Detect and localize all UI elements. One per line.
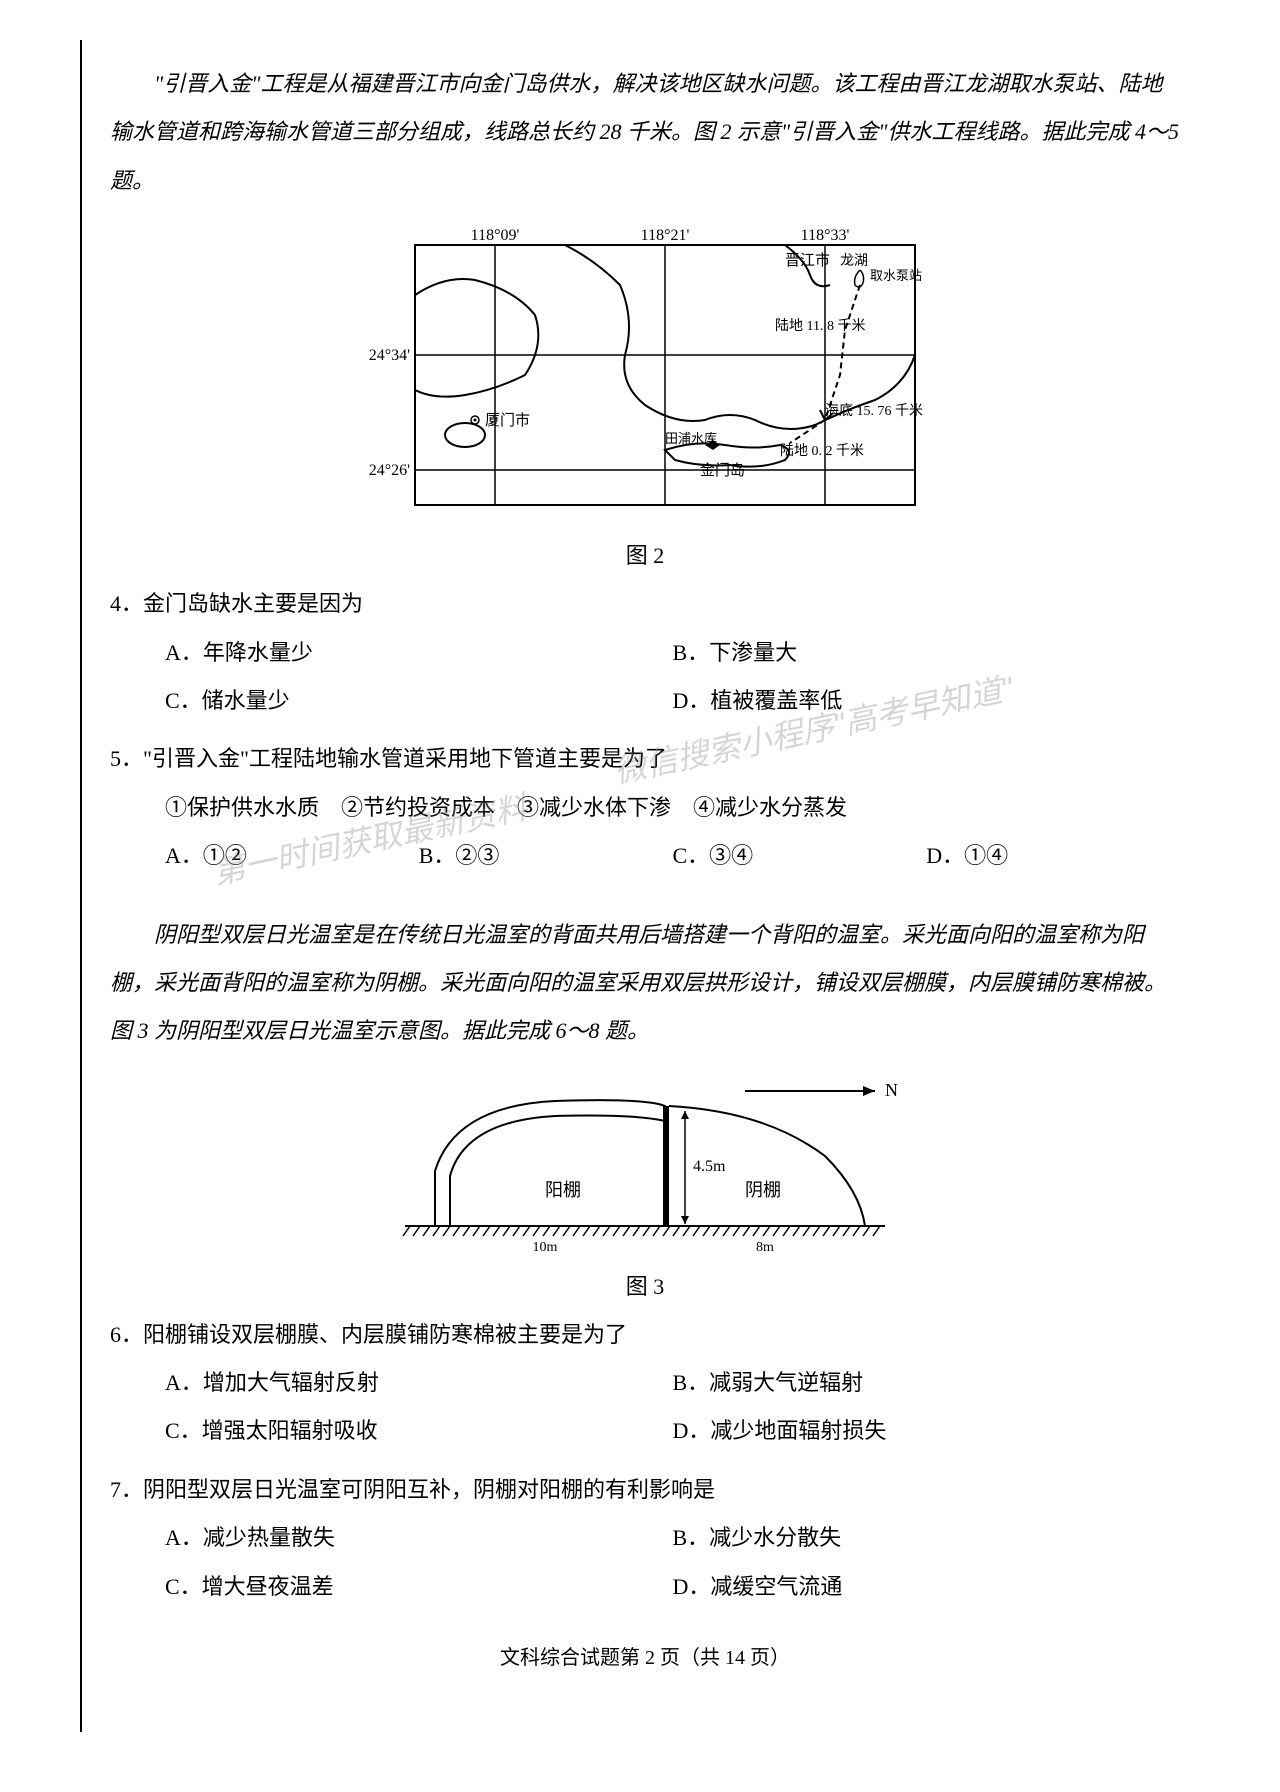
svg-text:24°26': 24°26' (369, 462, 410, 479)
map-caption: 图 2 (110, 538, 1180, 570)
svg-text:阴棚: 阴棚 (745, 1180, 781, 1200)
svg-text:24°34': 24°34' (369, 347, 410, 364)
svg-text:陆地 0. 2 千米: 陆地 0. 2 千米 (780, 443, 864, 459)
page-footer: 文科综合试题第 2 页（共 14 页） (110, 1641, 1180, 1670)
diagram-figure: N (110, 1076, 1180, 1301)
q5-optA: A．①② (165, 832, 419, 880)
q6-optD: D．减少地面辐射损失 (673, 1407, 1181, 1455)
svg-text:阳棚: 阳棚 (545, 1180, 581, 1200)
question-6: 6．阳棚铺设双层棚膜、内层膜铺防寒棉被主要是为了 A．增加大气辐射反射 B．减弱… (110, 1311, 1180, 1456)
q6-optA: A．增加大气辐射反射 (165, 1359, 673, 1407)
q6-optB: B．减弱大气逆辐射 (673, 1359, 1181, 1407)
diagram-svg: N (365, 1076, 925, 1256)
passage-1: "引晋入金"工程是从福建晋江市向金门岛供水，解决该地区缺水问题。该工程由晋江龙湖… (110, 60, 1180, 205)
q6-stem: 6．阳棚铺设双层棚膜、内层膜铺防寒棉被主要是为了 (110, 1311, 1180, 1359)
q5-optC: C．③④ (673, 832, 927, 880)
map-figure: 118°09' 118°21' 118°33' 24°34' 24°26' 厦门… (110, 225, 1180, 570)
svg-text:田浦水库: 田浦水库 (665, 431, 717, 446)
svg-text:海底 15. 76 千米: 海底 15. 76 千米 (825, 403, 923, 419)
svg-text:陆地 11. 8 千米: 陆地 11. 8 千米 (775, 318, 865, 334)
q4-optC: C．储水量少 (165, 677, 673, 725)
q4-optD: D．植被覆盖率低 (673, 677, 1181, 725)
diagram-caption: 图 3 (110, 1269, 1180, 1301)
q7-optD: D．减缓空气流通 (673, 1563, 1181, 1611)
q5-optB: B．②③ (419, 832, 673, 880)
svg-text:N: N (885, 1080, 898, 1100)
q7-stem: 7．阴阳型双层日光温室可阴阳互补，阴棚对阳棚的有利影响是 (110, 1466, 1180, 1514)
passage-2: 阴阳型双层日光温室是在传统日光温室的背面共用后墙搭建一个背阳的温室。采光面向阳的… (110, 911, 1180, 1056)
question-5: 5．"引晋入金"工程陆地输水管道采用地下管道主要是为了 ①保护供水水质 ②节约投… (110, 735, 1180, 880)
svg-text:龙湖: 龙湖 (840, 253, 868, 269)
svg-text:取水泵站: 取水泵站 (870, 268, 922, 283)
svg-text:晋江市: 晋江市 (785, 252, 830, 269)
question-7: 7．阴阳型双层日光温室可阴阳互补，阴棚对阳棚的有利影响是 A．减少热量散失 B．… (110, 1466, 1180, 1611)
map-svg: 118°09' 118°21' 118°33' 24°34' 24°26' 厦门… (365, 225, 925, 525)
q5-items: ①保护供水水质 ②节约投资成本 ③减少水体下渗 ④减少水分蒸发 (165, 784, 1180, 832)
q5-stem: 5．"引晋入金"工程陆地输水管道采用地下管道主要是为了 (110, 735, 1180, 783)
q7-optC: C．增大昼夜温差 (165, 1563, 673, 1611)
svg-text:118°21': 118°21' (641, 227, 690, 244)
q4-optB: B．下渗量大 (673, 629, 1181, 677)
svg-text:金门岛: 金门岛 (700, 462, 745, 479)
svg-text:8m: 8m (756, 1240, 774, 1255)
q5-optD: D．①④ (926, 832, 1180, 880)
svg-text:厦门市: 厦门市 (485, 412, 530, 429)
margin-line (80, 40, 82, 1732)
q7-optB: B．减少水分散失 (673, 1514, 1181, 1562)
svg-text:118°33': 118°33' (801, 227, 850, 244)
svg-text:4.5m: 4.5m (693, 1158, 726, 1175)
svg-text:118°09': 118°09' (471, 227, 520, 244)
q6-optC: C．增强太阳辐射吸收 (165, 1407, 673, 1455)
svg-text:10m: 10m (533, 1240, 558, 1255)
q4-optA: A．年降水量少 (165, 629, 673, 677)
q4-stem: 4．金门岛缺水主要是因为 (110, 580, 1180, 628)
q7-optA: A．减少热量散失 (165, 1514, 673, 1562)
question-4: 4．金门岛缺水主要是因为 A．年降水量少 B．下渗量大 C．储水量少 D．植被覆… (110, 580, 1180, 725)
